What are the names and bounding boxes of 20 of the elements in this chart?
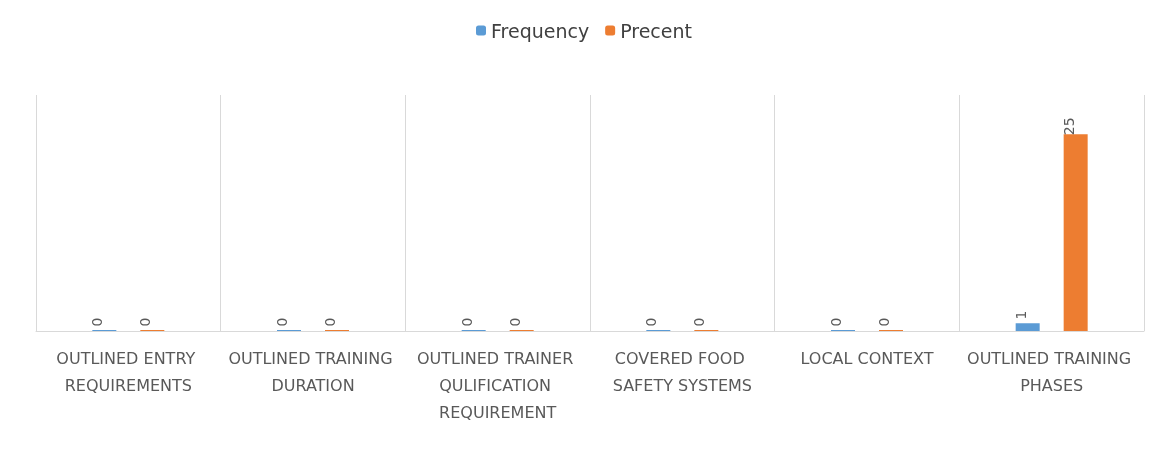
data-label: 0 (274, 317, 290, 327)
data-label: 0 (876, 317, 892, 327)
x-tick-label: OUTLINED TRAINING DURATION (228, 349, 398, 395)
x-tick-label: OUTLINED TRAINER QULIFICATION REQUIREMENT (416, 349, 579, 422)
x-tick-label: COVERED FOOD SAFETY SYSTEMS (612, 349, 752, 395)
data-label: 0 (137, 317, 154, 327)
legend-label: Frequency (491, 19, 590, 42)
data-label: 0 (322, 317, 338, 327)
data-label: 1 (1012, 310, 1029, 320)
data-label: 0 (89, 317, 106, 327)
x-tick-label: LOCAL CONTEXT (800, 349, 934, 368)
x-tick-label: OUTLINED TRAINING PHASES (967, 349, 1137, 395)
legend-label: Precent (620, 19, 692, 42)
data-label: 0 (828, 317, 844, 327)
data-label: 0 (643, 317, 660, 327)
data-label: 0 (691, 317, 708, 327)
x-tick-label: OUTLINED ENTRY REQUIREMENTS (56, 349, 201, 395)
data-label: 0 (506, 317, 523, 327)
data-label: 0 (458, 317, 475, 327)
data-label: 25 (1060, 117, 1077, 136)
